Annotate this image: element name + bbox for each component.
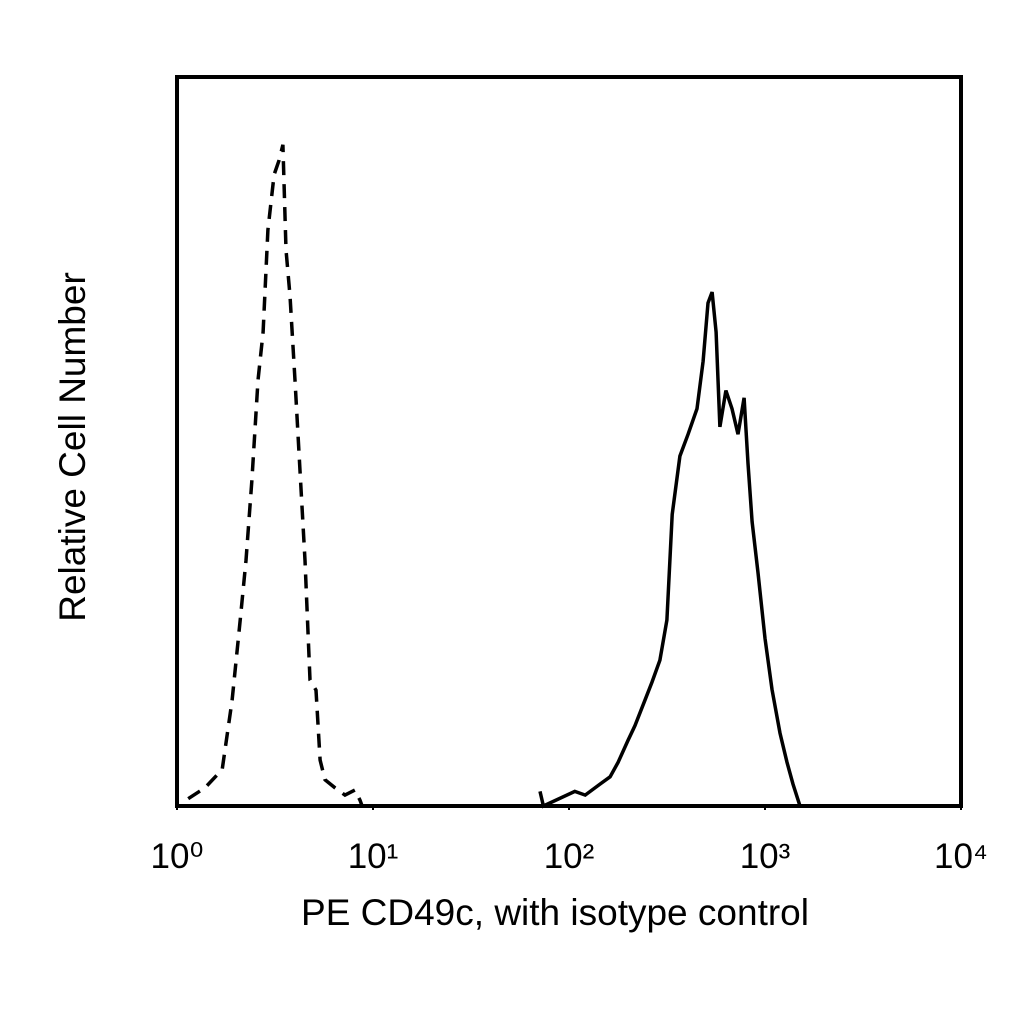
x-tick-label: 10⁰: [151, 837, 204, 876]
x-tick-label: 10¹: [348, 837, 399, 876]
x-tick-label: 10⁴: [934, 837, 988, 876]
x-axis-label: PE CD49c, with isotype control: [301, 892, 809, 933]
x-tick-label: 10³: [740, 837, 791, 876]
y-axis-label: Relative Cell Number: [52, 272, 93, 622]
x-tick-label: 10²: [544, 837, 595, 876]
series-line: [538, 291, 802, 809]
